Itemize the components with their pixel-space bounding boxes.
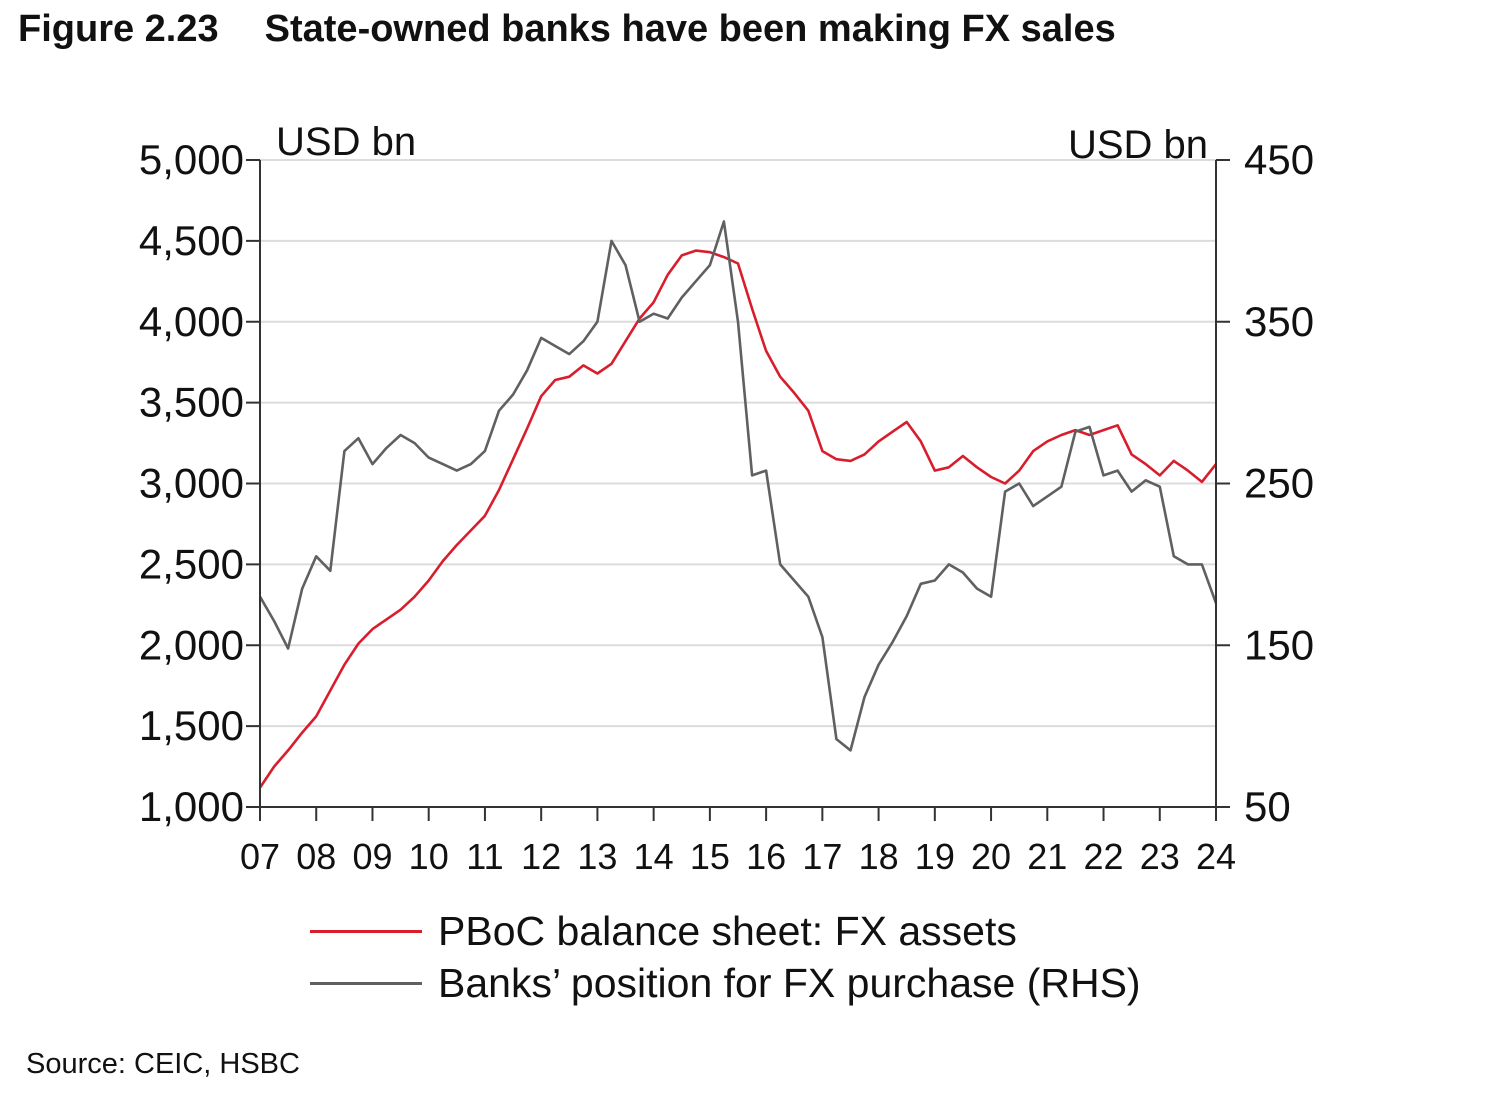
x-tick-label: 24 xyxy=(1196,836,1236,877)
figure-title-text: State-owned banks have been making FX sa… xyxy=(264,8,1116,50)
x-tick-label: 10 xyxy=(409,836,449,877)
legend-swatch-banks xyxy=(310,981,422,985)
right-tick-label: 450 xyxy=(1244,136,1314,183)
x-tick-label: 16 xyxy=(746,836,786,877)
left-tick-label: 1,500 xyxy=(139,702,244,749)
tick-labels: 1,000 1,500 2,000 2,500 3,000 3,500 4,000 4,500… xyxy=(139,120,1314,877)
x-tick-label: 17 xyxy=(802,836,842,877)
left-tick-label: 3,500 xyxy=(139,379,244,426)
right-axis-unit: USD bn xyxy=(1068,123,1208,167)
left-tick-label: 1,000 xyxy=(139,783,244,830)
x-tick-label: 18 xyxy=(859,836,899,877)
left-tick-label: 4,500 xyxy=(139,217,244,264)
x-tick-label: 09 xyxy=(352,836,392,877)
left-tick-label: 2,500 xyxy=(139,540,244,587)
right-tick-label: 150 xyxy=(1244,621,1314,668)
x-tick-label: 23 xyxy=(1140,836,1180,877)
x-tick-label: 11 xyxy=(466,836,503,877)
axes xyxy=(246,159,1230,821)
x-tick-label: 08 xyxy=(296,836,336,877)
figure-number: Figure 2.23 xyxy=(18,8,219,50)
legend: PBoC balance sheet: FX assets Banks’ pos… xyxy=(310,905,1141,1009)
left-tick-label: 2,000 xyxy=(139,621,244,668)
x-tick-label: 19 xyxy=(915,836,955,877)
legend-label-pboc: PBoC balance sheet: FX assets xyxy=(438,907,1017,954)
legend-label-banks: Banks’ position for FX purchase (RHS) xyxy=(438,959,1141,1006)
x-tick-label: 20 xyxy=(971,836,1011,877)
x-tick-label: 13 xyxy=(577,836,617,877)
x-tick-label: 12 xyxy=(521,836,561,877)
series-line-banks xyxy=(258,220,1218,752)
source-note: Source: CEIC, HSBC xyxy=(26,1048,300,1080)
x-tick-label: 14 xyxy=(634,836,674,877)
x-tick-label: 21 xyxy=(1027,836,1067,877)
legend-swatch-pboc xyxy=(310,929,422,933)
legend-item-pboc: PBoC balance sheet: FX assets xyxy=(310,905,1141,957)
series-lines xyxy=(258,220,1218,789)
x-tick-label: 07 xyxy=(240,836,280,877)
series-line-pboc xyxy=(258,249,1218,789)
figure-title: Figure 2.23 State-owned banks have been m… xyxy=(18,8,1116,51)
left-tick-label: 5,000 xyxy=(139,136,244,183)
x-tick-label: 15 xyxy=(690,836,730,877)
right-tick-label: 50 xyxy=(1244,783,1291,830)
left-axis-unit: USD bn xyxy=(276,120,416,164)
x-tick-label: 22 xyxy=(1084,836,1124,877)
right-tick-label: 350 xyxy=(1244,298,1314,345)
legend-item-banks: Banks’ position for FX purchase (RHS) xyxy=(310,957,1141,1009)
left-tick-label: 4,000 xyxy=(139,298,244,345)
right-tick-label: 250 xyxy=(1244,460,1314,507)
left-tick-label: 3,000 xyxy=(139,460,244,507)
